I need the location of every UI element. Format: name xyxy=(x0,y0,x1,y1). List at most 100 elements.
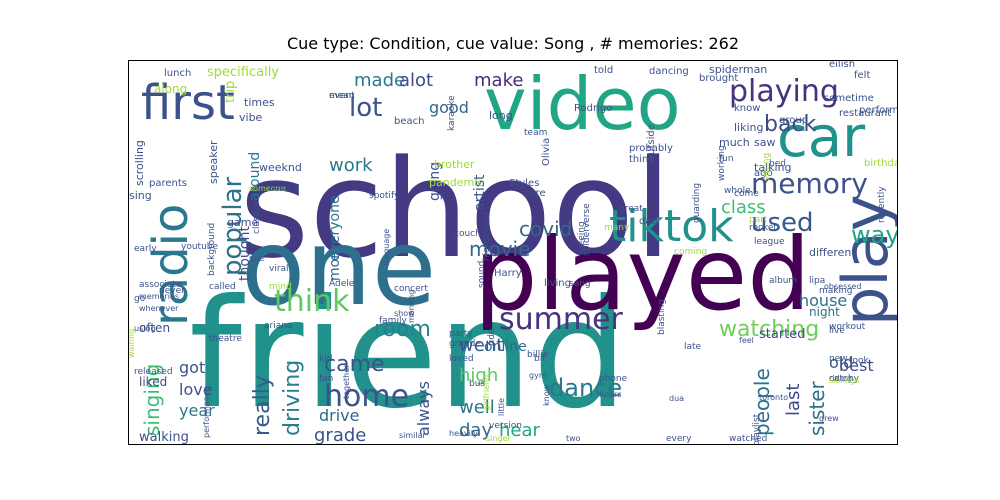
word-saw: saw xyxy=(754,136,775,149)
word-similar: similar xyxy=(399,431,427,440)
word-associate: associate xyxy=(139,280,182,290)
word-coming: coming xyxy=(674,247,707,257)
word-thought: thought xyxy=(237,225,253,281)
word-gym: gym xyxy=(529,371,547,380)
word-many: many xyxy=(604,223,630,233)
word-morning: morning xyxy=(407,290,416,323)
word-old: old xyxy=(829,353,853,372)
word-feel: feel xyxy=(739,336,754,345)
word-hours: hours xyxy=(599,390,622,399)
word-pandemic: pandemic xyxy=(429,176,483,189)
word-spotify: spotify xyxy=(369,191,400,201)
word-living: living xyxy=(544,278,571,289)
word-viral: viral xyxy=(269,264,289,274)
word-dua: dua xyxy=(669,394,684,403)
word-see: see xyxy=(249,254,265,264)
word-lunch: lunch xyxy=(164,68,191,79)
word-costco: costco xyxy=(269,184,299,194)
word-dancing: dancing xyxy=(649,66,689,77)
word-bus: bus xyxy=(469,379,485,389)
word-background: background xyxy=(207,223,217,276)
word-adele: Adele xyxy=(329,279,355,289)
word-movie: movie xyxy=(469,237,530,261)
word-walking: walking xyxy=(139,430,189,445)
word-grade: grade xyxy=(314,425,366,445)
word-know: know xyxy=(542,384,551,406)
word-ago: ago xyxy=(754,168,773,179)
word-driving: driving xyxy=(280,360,305,436)
word-new: new xyxy=(829,354,848,364)
word-room: room xyxy=(374,317,431,342)
word-tiktok: tiktok xyxy=(609,201,734,252)
word-using: using xyxy=(134,324,156,333)
word-party: party xyxy=(449,329,473,339)
word-make: make xyxy=(474,70,523,91)
word-making: making xyxy=(819,286,852,296)
word-high: high xyxy=(459,365,498,386)
word-little: little xyxy=(497,398,506,416)
word-first: first xyxy=(141,75,235,131)
word-mom: mom xyxy=(327,245,343,281)
word-played: played xyxy=(474,216,811,333)
word-speaker: speaker xyxy=(207,140,220,184)
word-love: love xyxy=(179,380,213,399)
word-car: car xyxy=(777,105,866,170)
word-obsessed: obsessed xyxy=(824,282,861,291)
word-one: one xyxy=(241,207,436,329)
word-girlfriend: girlfriend xyxy=(482,375,491,411)
word-scrolling: scrolling xyxy=(133,140,146,186)
word-liked: liked xyxy=(139,375,167,389)
word-live: live xyxy=(829,326,845,336)
word-singer: singer xyxy=(486,434,511,443)
word-show: show xyxy=(394,309,415,318)
word-radio: radio xyxy=(143,204,199,326)
word-thing: thing xyxy=(629,154,655,165)
word-hear: hear xyxy=(499,420,541,441)
word-family: family xyxy=(379,316,407,326)
word-cloud: friend school one played video car play first ra… xyxy=(128,60,898,445)
word-album: album xyxy=(769,276,797,286)
word-together: together xyxy=(342,364,351,399)
word-loved: loved xyxy=(449,354,474,364)
word-toronto: toronto xyxy=(759,393,788,402)
word-rocket: rocket xyxy=(749,223,777,233)
word-vibe: vibe xyxy=(239,111,263,124)
word-sister: sister xyxy=(805,380,829,436)
word-group: group xyxy=(779,115,808,126)
word-probably: probably xyxy=(629,143,673,154)
word-always: always xyxy=(414,381,433,436)
word-come: come xyxy=(734,189,759,199)
word-watching: watching xyxy=(719,317,819,342)
word-used: used xyxy=(751,208,814,238)
word-guarding: guarding xyxy=(692,183,702,223)
word-working: working xyxy=(717,145,727,181)
word-work: work xyxy=(329,155,373,176)
word-riding: riding xyxy=(829,374,852,383)
word-eilish: eilish xyxy=(829,61,855,70)
word-phone: phone xyxy=(599,374,628,384)
word-every: every xyxy=(666,434,692,444)
word-two: two xyxy=(566,434,581,443)
word-late: late xyxy=(684,342,702,352)
word-brought: brought xyxy=(699,73,738,84)
word-dad: dad xyxy=(639,216,658,227)
word-parents: parents xyxy=(149,178,187,189)
word-bed: bed xyxy=(769,159,786,169)
word-fun: fun xyxy=(719,154,734,164)
word-whole: whole xyxy=(724,186,751,196)
word-seeing: seeing xyxy=(577,221,587,251)
word-singing: singing xyxy=(140,364,164,436)
word-school: school xyxy=(239,131,672,288)
word-fan: fan xyxy=(319,374,333,384)
word-came: came xyxy=(324,352,385,377)
word-back: back xyxy=(764,112,817,137)
word-early: early xyxy=(134,244,157,254)
word-went: went xyxy=(459,335,503,356)
word-part: part xyxy=(749,215,768,225)
word-play: play xyxy=(829,195,898,326)
word-covid: covid xyxy=(519,217,572,241)
word-team: team xyxy=(524,128,547,138)
word-billie: billie xyxy=(527,350,549,360)
word-called: called xyxy=(209,282,236,292)
word-birthday: birthday xyxy=(864,158,898,169)
